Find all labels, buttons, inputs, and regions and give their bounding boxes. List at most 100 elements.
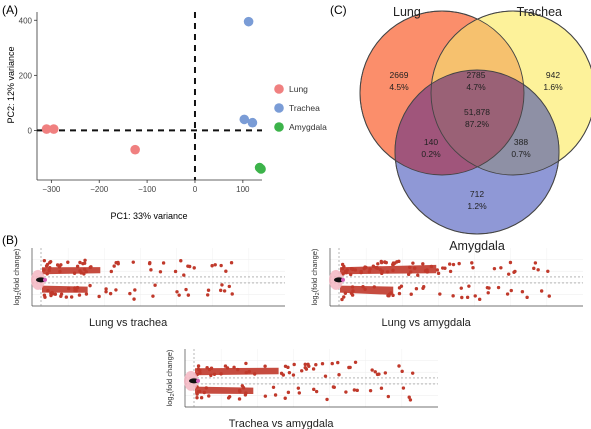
venn-region-lung-count: 2669 [390, 70, 409, 80]
venn-region-trachea: 942 1.6% [543, 70, 563, 92]
volcano-point [397, 364, 401, 368]
venn-region-lung-trachea-count: 2785 [467, 70, 486, 80]
volcano-point [45, 272, 49, 276]
volcano-point [399, 284, 404, 288]
volcano-point [378, 267, 382, 272]
volcano-point [391, 268, 395, 273]
volcano-point [457, 261, 461, 266]
volcano-point [112, 264, 116, 268]
volcano-point [279, 371, 284, 376]
volcano-point [350, 285, 355, 289]
volcano-point [253, 372, 257, 376]
volcano-point [89, 265, 93, 269]
volcano-point [212, 372, 217, 376]
volcano-point [104, 290, 108, 294]
venn-region-lung-trachea-percent: 4.7% [466, 82, 486, 92]
volcano-plots: log2(fold change)Lung vs trachealog2(fol… [12, 248, 583, 429]
volcano-point [341, 272, 345, 276]
legend-marker-amygdala [274, 122, 284, 132]
volcano-point [344, 390, 348, 394]
volcano-point [182, 273, 186, 277]
volcano-point [349, 272, 353, 277]
volcano-point [199, 395, 204, 400]
volcano-point [232, 365, 236, 370]
volcano-point [219, 372, 223, 376]
volcano-point [59, 263, 63, 267]
venn-region-lung-trachea-amygdala-percent: 87.2% [465, 119, 490, 129]
pca-y-tick-label: 400 [19, 16, 33, 25]
volcano-point [55, 263, 60, 267]
volcano-point [343, 291, 348, 295]
venn-region-lung-trachea-amygdala-count: 51,878 [464, 107, 490, 117]
panel-c: (C) Lung Trachea Amygdala 2669 4.5% 2785 4.7%… [330, 3, 591, 253]
volcano-point [368, 267, 372, 271]
volcano-point [82, 272, 86, 276]
volcano-point [213, 263, 217, 267]
volcano-point [58, 269, 62, 274]
volcano-point [223, 364, 228, 368]
volcano-point [525, 295, 529, 300]
venn-outline-trachea [430, 10, 591, 176]
volcano-point [66, 286, 71, 291]
volcano-point [325, 397, 329, 402]
venn-region-amygdala: 712 1.2% [467, 189, 487, 211]
volcano-point [336, 360, 340, 365]
venn-diagram: Lung Trachea Amygdala 2669 4.5% 2785 4.7% 942 1… [359, 5, 591, 253]
volcano-point [149, 268, 153, 272]
volcano-plot-3: log2(fold change) Trachea vs amygdala [165, 349, 438, 429]
volcano-point [376, 262, 380, 266]
volcano-point [413, 266, 417, 270]
volcano-point [198, 371, 202, 375]
volcano-point [222, 289, 227, 293]
volcano-point [314, 363, 318, 367]
pca-x-tick-label: 100 [236, 185, 250, 194]
volcano-point [414, 287, 419, 291]
venn-region-lung: 2669 4.5% [389, 70, 409, 92]
venn-region-lung-amygdala-count: 140 [424, 137, 438, 147]
panel-b-label: (B) [2, 233, 18, 247]
volcano-point [224, 269, 228, 273]
volcano-point [440, 266, 445, 270]
volcano-point [385, 270, 390, 274]
volcano-plot-2: log2(fold change) Lung vs amygdala [310, 248, 583, 329]
volcano-point [505, 292, 510, 296]
volcano-point [43, 295, 47, 299]
volcano-point [207, 367, 212, 372]
volcano-point [82, 261, 87, 265]
volcano-point [244, 370, 248, 375]
pca-legend: Lung Trachea Amygdala [274, 84, 327, 132]
volcano-point [374, 265, 378, 270]
volcano-highlight-point [196, 378, 200, 383]
volcano-point [386, 394, 391, 399]
volcano-point [347, 365, 351, 370]
venn-region-all [431, 70, 524, 175]
volcano-point [359, 270, 363, 275]
volcano-point [114, 288, 118, 292]
volcano-point [77, 293, 82, 297]
volcano-point [512, 270, 516, 274]
volcano-point [407, 395, 411, 399]
volcano-point [179, 259, 183, 263]
volcano-point [286, 390, 291, 395]
volcano-point [44, 264, 49, 268]
volcano-title: Trachea vs amygdala [229, 418, 335, 429]
volcano-point [75, 285, 80, 290]
volcano-point [408, 270, 413, 274]
volcano-point [283, 396, 287, 400]
volcano-point [312, 387, 316, 392]
volcano-y-axis-label: log2(fold change) [12, 248, 23, 305]
volcano-point [82, 267, 87, 272]
volcano-point [311, 367, 316, 371]
volcano-point [416, 273, 420, 277]
volcano-y-axis-label: log2(fold change) [310, 248, 321, 305]
panel-a-label: (A) [2, 3, 18, 17]
volcano-point [508, 260, 513, 265]
volcano-point [133, 288, 137, 292]
volcano-point [532, 266, 536, 271]
legend-marker-trachea [274, 103, 284, 113]
volcano-point [196, 364, 201, 368]
volcano-highlight-point [341, 277, 345, 282]
volcano-point [361, 284, 365, 289]
volcano-point [368, 388, 373, 393]
